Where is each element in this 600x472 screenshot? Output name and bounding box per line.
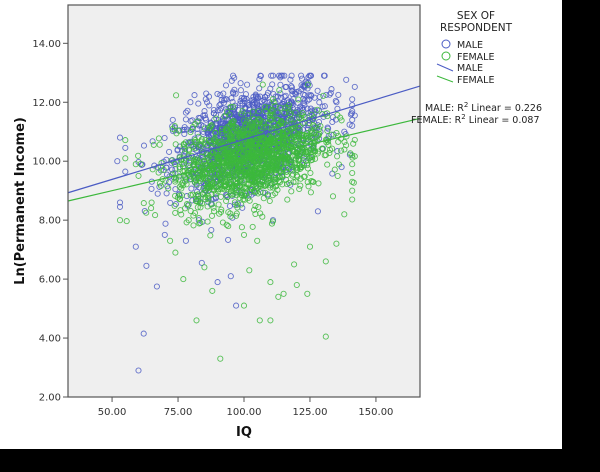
legend-label: FEMALE: [457, 75, 494, 86]
x-tick-label: 125.00: [292, 407, 327, 418]
y-axis: 2.00 4.00 6.00 8.00 10.00 12.00 14.00: [32, 39, 68, 404]
y-tick-label: 8.00: [39, 216, 61, 227]
y-tick-label: 12.00: [32, 98, 61, 109]
legend-item-male-marker: MALE: [441, 39, 483, 51]
x-axis-title: IQ: [236, 425, 252, 440]
data-points: [114, 72, 358, 374]
male-marker-icon: [441, 39, 451, 49]
legend: SEX OF RESPONDENT MALE FEMALE MALE FEMAL…: [436, 10, 513, 86]
y-tick-label: 2.00: [39, 393, 61, 404]
r2-annotations: MALE: R2 Linear = 0.226 FEMALE: R2 Linea…: [411, 101, 542, 126]
x-tick-label: 150.00: [358, 407, 393, 418]
y-tick-label: 14.00: [32, 39, 61, 50]
x-tick-label: 100.00: [227, 407, 262, 418]
x-tick-label: 50.00: [98, 407, 127, 418]
x-axis: 50.00 75.00 100.00 125.00 150.00: [98, 397, 393, 418]
female-line-icon: [436, 75, 454, 83]
x-tick-label: 75.00: [164, 407, 193, 418]
legend-label: MALE: [457, 40, 483, 51]
legend-title-line2: RESPONDENT: [440, 22, 513, 34]
y-tick-label: 10.00: [32, 157, 61, 168]
legend-item-female-line: FEMALE: [436, 75, 494, 86]
female-r2-annotation: FEMALE: R2 Linear = 0.087: [411, 113, 540, 126]
legend-title-line1: SEX OF: [457, 10, 495, 22]
y-tick-label: 4.00: [39, 334, 61, 345]
y-tick-label: 6.00: [39, 275, 61, 286]
plot-area: [68, 5, 420, 397]
legend-label: MALE: [457, 63, 483, 74]
y-axis-title: Ln(Permanent Income): [13, 117, 28, 285]
male-r2-annotation: MALE: R2 Linear = 0.226: [425, 101, 542, 114]
legend-item-female-marker: FEMALE: [441, 51, 494, 63]
female-marker-icon: [441, 51, 451, 61]
male-line-icon: [436, 63, 454, 72]
fit-lines: [67, 85, 421, 202]
fit-line-male: [67, 85, 421, 194]
fit-line-female: [67, 117, 421, 202]
legend-label: FEMALE: [457, 52, 494, 63]
legend-item-male-line: MALE: [436, 63, 483, 74]
